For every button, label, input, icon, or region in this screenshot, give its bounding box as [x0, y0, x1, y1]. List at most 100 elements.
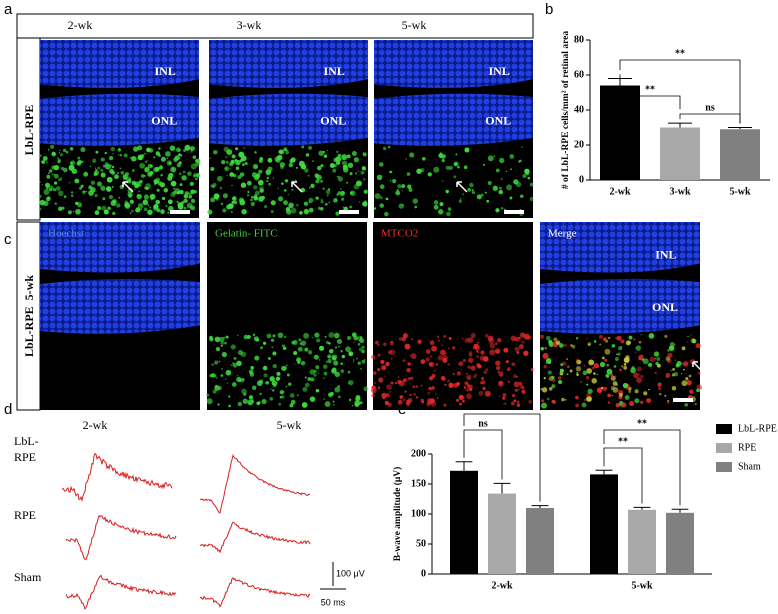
cell-signal — [268, 357, 271, 360]
cell-signal — [433, 369, 436, 372]
cell-signal — [360, 367, 362, 370]
cell-signal — [320, 180, 323, 183]
cell-signal — [307, 377, 312, 381]
cell-signal — [540, 347, 544, 351]
cell-signal — [455, 153, 458, 156]
cell-signal — [231, 196, 238, 202]
cell-signal — [335, 211, 340, 216]
cell-signal — [498, 380, 504, 387]
cell-signal — [690, 334, 692, 336]
header-box — [16, 13, 534, 39]
cell-signal — [426, 397, 433, 404]
cell-signal — [334, 346, 338, 349]
cell-signal — [463, 387, 467, 390]
cell-signal — [346, 181, 349, 184]
cell-signal — [346, 154, 351, 159]
cell-signal — [104, 151, 107, 155]
cell-signal — [57, 160, 61, 164]
cell-signal — [516, 181, 522, 188]
cell-signal — [552, 400, 557, 405]
cell-signal — [667, 349, 670, 352]
cell-signal — [442, 154, 446, 158]
cell-signal — [176, 162, 182, 168]
cell-signal — [461, 337, 464, 340]
cell-signal — [469, 387, 473, 392]
nuclear-layer — [540, 278, 700, 334]
cell-signal — [176, 200, 179, 203]
cell-signal — [161, 196, 166, 201]
cell-signal — [283, 189, 287, 192]
cell-signal — [484, 333, 489, 338]
cell-signal — [653, 351, 660, 357]
cell-signal — [404, 390, 407, 393]
cell-signal — [279, 149, 285, 155]
cell-signal — [283, 200, 288, 206]
cell-signal — [389, 349, 396, 356]
cell-signal — [447, 379, 451, 383]
cell-signal — [539, 334, 545, 339]
cell-signal — [479, 381, 483, 384]
cell-signal — [206, 393, 210, 397]
cell-signal — [317, 206, 321, 210]
cell-signal — [214, 336, 221, 343]
cell-signal — [389, 170, 393, 174]
cell-signal — [281, 365, 287, 372]
cell-signal — [270, 210, 274, 214]
cell-signal — [41, 160, 45, 164]
cell-signal — [195, 173, 201, 178]
cell-signal — [635, 345, 642, 351]
cell-signal — [63, 167, 68, 173]
micrograph: INL ONL — [539, 222, 703, 410]
cell-signal — [375, 340, 379, 345]
cell-signal — [488, 338, 495, 345]
cell-signal — [75, 208, 81, 215]
legend-swatch — [716, 424, 732, 434]
cell-signal — [335, 198, 337, 200]
cell-signal — [284, 179, 289, 183]
cell-signal — [483, 370, 487, 374]
cell-signal — [63, 195, 67, 199]
cell-signal — [340, 362, 344, 365]
cell-signal — [144, 166, 150, 173]
cell-signal — [642, 358, 649, 365]
cell-signal — [53, 173, 59, 179]
cell-signal — [190, 189, 196, 195]
cell-signal — [237, 401, 243, 407]
cell-signal — [528, 400, 533, 404]
cell-signal — [336, 338, 343, 345]
cell-signal — [146, 159, 149, 162]
cell-signal — [277, 332, 284, 339]
cell-signal — [272, 334, 276, 338]
cell-signal — [77, 202, 83, 208]
cell-signal — [636, 377, 642, 383]
cell-signal — [436, 397, 439, 399]
micrograph: INL ONL — [38, 40, 201, 218]
cell-signal — [548, 386, 553, 391]
cell-signal — [159, 182, 165, 188]
cell-signal — [348, 398, 352, 402]
cell-signal — [170, 192, 176, 198]
cell-signal — [278, 402, 282, 406]
cell-signal — [97, 206, 102, 211]
cell-signal — [333, 360, 339, 366]
cell-signal — [48, 172, 50, 175]
cell-signal — [250, 366, 255, 370]
cell-signal — [420, 359, 426, 364]
y-tick-label: 200 — [411, 448, 426, 459]
cell-signal — [593, 363, 600, 369]
cell-signal — [447, 363, 450, 366]
cell-signal — [428, 386, 432, 390]
cell-signal — [619, 368, 623, 372]
cell-signal — [266, 176, 269, 180]
cell-signal — [409, 354, 411, 356]
cell-signal — [94, 210, 100, 215]
y-tick-label: 150 — [411, 478, 426, 489]
cell-signal — [486, 199, 490, 203]
cell-signal — [222, 208, 227, 213]
cell-signal — [235, 376, 242, 383]
cell-signal — [448, 336, 452, 340]
channel-label: MTCO2 — [381, 228, 418, 240]
y-axis-label: B-wave amplitude (μV) — [392, 467, 403, 562]
cell-signal — [541, 399, 545, 403]
cell-signal — [223, 146, 229, 152]
